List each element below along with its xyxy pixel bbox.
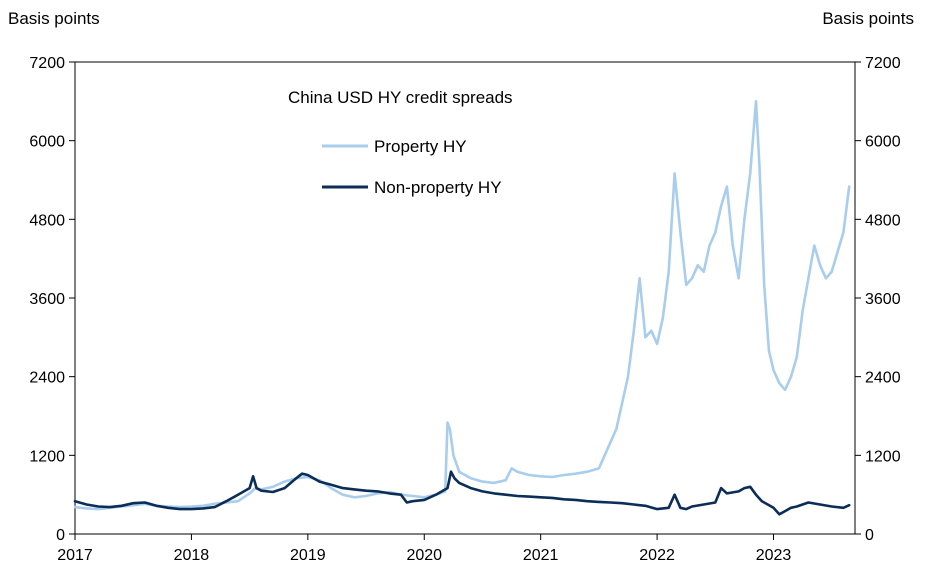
x-tick-label: 2020 xyxy=(406,547,442,564)
y-right-ticks: 0 1200 2400 3600 4800 6000 7200 xyxy=(855,55,901,544)
y-right-tick-label: 7200 xyxy=(865,55,901,72)
y-left-tick-label: 2400 xyxy=(29,370,65,387)
x-tick-label: 2022 xyxy=(639,547,675,564)
x-tick-label: 2021 xyxy=(523,547,559,564)
x-tick-label: 2017 xyxy=(57,547,93,564)
y-right-tick-label: 1200 xyxy=(865,448,901,465)
series-line-non-property-hy xyxy=(73,470,851,516)
y-right-tick-label: 2400 xyxy=(865,370,901,387)
y-right-tick-label: 4800 xyxy=(865,212,901,229)
y-left-axis-title: Basis points xyxy=(8,9,100,28)
x-tick-label: 2023 xyxy=(756,547,792,564)
y-left-tick-label: 6000 xyxy=(29,134,65,151)
legend-label-property-hy: Property HY xyxy=(374,137,467,156)
x-tick-label: 2018 xyxy=(174,547,210,564)
y-left-ticks: 0 1200 2400 3600 4800 6000 7200 xyxy=(29,55,75,544)
y-left-tick-label: 4800 xyxy=(29,212,65,229)
y-right-tick-label: 3600 xyxy=(865,291,901,308)
series-line-property-hy xyxy=(73,100,851,511)
y-left-tick-label: 0 xyxy=(56,527,65,544)
chart-title: China USD HY credit spreads xyxy=(288,88,513,107)
x-ticks: 2017 2018 2019 2020 2021 2022 2023 xyxy=(57,534,791,564)
y-left-tick-label: 7200 xyxy=(29,55,65,72)
y-right-tick-label: 0 xyxy=(865,527,874,544)
y-right-axis-title: Basis points xyxy=(822,9,914,28)
y-left-tick-label: 1200 xyxy=(29,448,65,465)
x-tick-label: 2019 xyxy=(290,547,326,564)
y-right-tick-label: 6000 xyxy=(865,134,901,151)
y-left-tick-label: 3600 xyxy=(29,291,65,308)
series-group xyxy=(73,100,851,516)
plot-area xyxy=(74,61,856,535)
legend: Property HY Non-property HY xyxy=(322,137,502,197)
legend-label-non-property-hy: Non-property HY xyxy=(374,178,502,197)
